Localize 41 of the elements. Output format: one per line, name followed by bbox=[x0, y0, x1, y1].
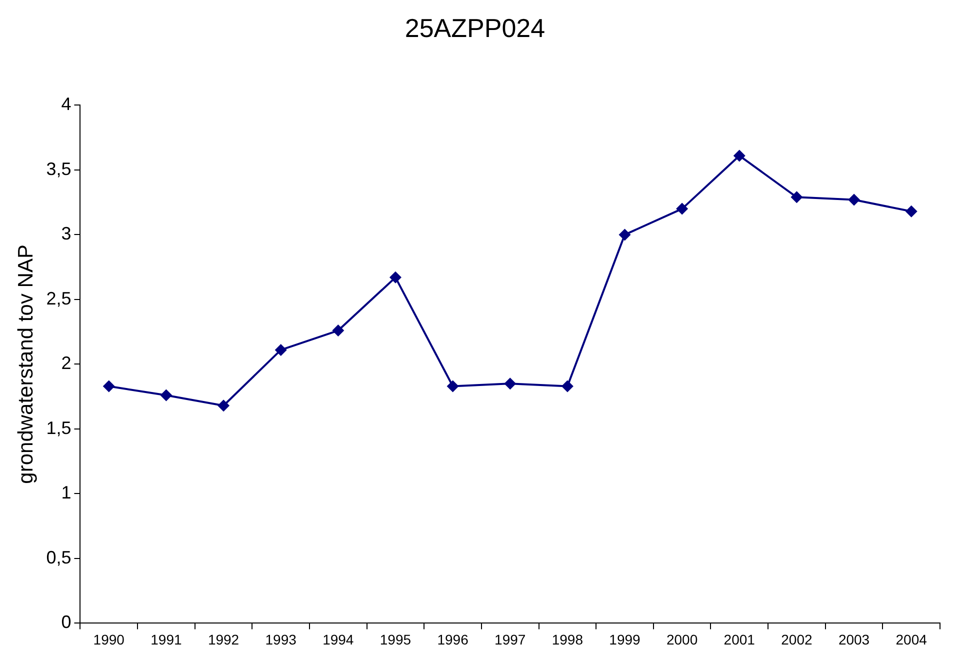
point bbox=[848, 194, 860, 206]
y-tick-label: 2,5 bbox=[46, 288, 72, 308]
y-tick-label: 0,5 bbox=[46, 547, 72, 568]
x-tick-label: 1993 bbox=[265, 631, 297, 648]
x-tick-label: 1998 bbox=[552, 631, 584, 648]
point bbox=[218, 400, 230, 412]
x-tick-label: 1997 bbox=[494, 631, 526, 648]
point bbox=[790, 191, 803, 204]
x-tick-label: 2001 bbox=[724, 631, 756, 648]
y-tick-label: 4 bbox=[61, 94, 72, 114]
x-tick-label: 1994 bbox=[322, 631, 354, 648]
point bbox=[618, 228, 631, 241]
point bbox=[102, 380, 115, 392]
point bbox=[561, 380, 574, 392]
point bbox=[332, 324, 344, 337]
point bbox=[389, 271, 402, 284]
point bbox=[905, 205, 918, 218]
point bbox=[504, 378, 516, 390]
point bbox=[676, 202, 688, 215]
y-tick-label: 3,5 bbox=[46, 158, 72, 179]
point bbox=[733, 150, 746, 162]
y-tick-label: 2 bbox=[61, 353, 72, 374]
y-tick-label: 1 bbox=[61, 482, 72, 503]
point bbox=[274, 344, 287, 356]
x-tick-label: 1992 bbox=[208, 631, 240, 648]
y-tick-label: 3 bbox=[61, 224, 72, 244]
x-tick-label: 1995 bbox=[380, 631, 412, 648]
y-tick-label: 1,5 bbox=[46, 418, 72, 438]
y-tick-label: 0 bbox=[61, 612, 72, 632]
x-tick-label: 2000 bbox=[666, 631, 698, 648]
x-tick-label: 1999 bbox=[609, 631, 641, 648]
x-tick-label: 1990 bbox=[93, 631, 125, 648]
x-tick-label: 1996 bbox=[437, 631, 469, 648]
chart-title: 25AZPP024 bbox=[404, 12, 546, 43]
x-tick-label: 2003 bbox=[838, 631, 870, 648]
x-tick-label: 2004 bbox=[896, 631, 928, 648]
point bbox=[160, 389, 172, 402]
y-axis-title: grondwaterstand tov NAP bbox=[14, 244, 38, 484]
x-tick-label: 2002 bbox=[781, 631, 812, 648]
point bbox=[446, 380, 459, 392]
x-tick-label: 1991 bbox=[150, 631, 182, 648]
